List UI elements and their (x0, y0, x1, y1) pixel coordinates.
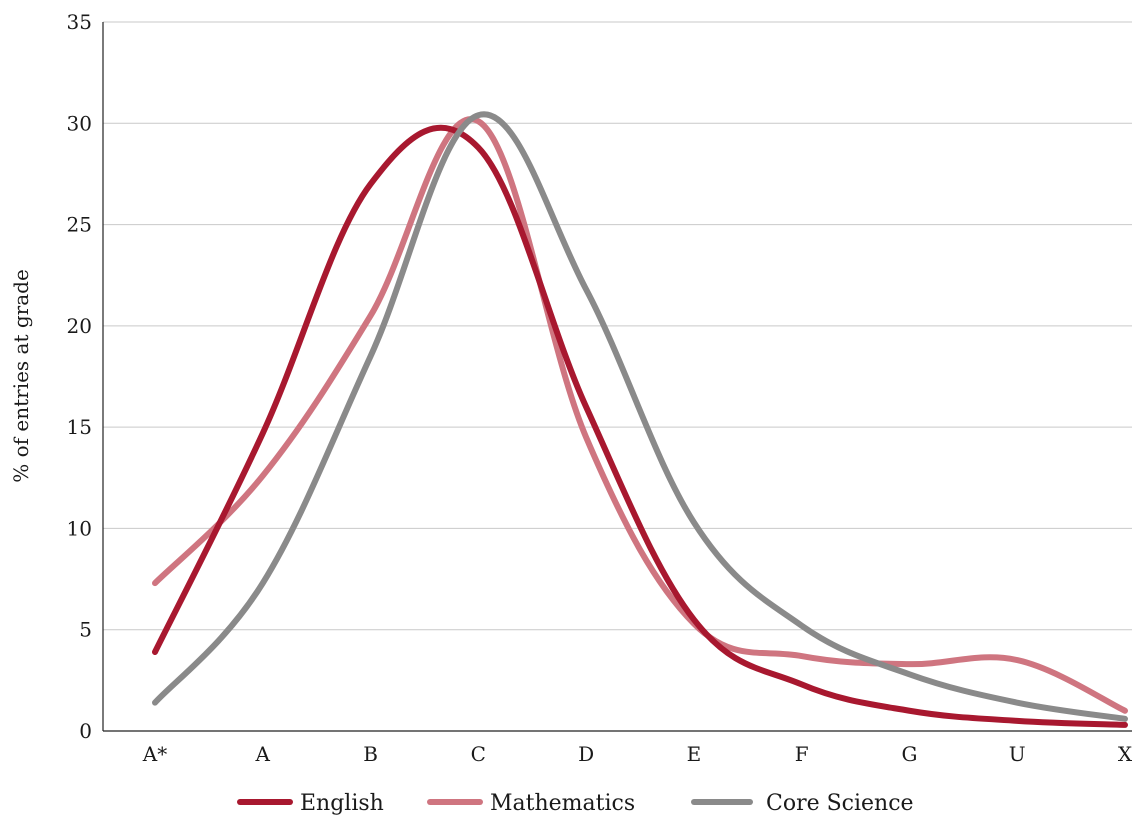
x-tick-label: A (255, 742, 271, 766)
x-tick-label: U (1009, 742, 1026, 766)
y-tick-labels: 0 5 10 15 20 25 30 35 (67, 10, 92, 743)
y-tick-label: 5 (79, 618, 92, 642)
legend-label-mathematics: Mathematics (490, 791, 635, 816)
legend-label-english: English (300, 791, 384, 816)
x-tick-label: F (795, 742, 809, 766)
x-tick-label: C (471, 742, 486, 766)
series-line-english (152, 124, 1128, 728)
legend: English Mathematics Core Science (237, 791, 914, 816)
x-tick-label: E (687, 742, 702, 766)
x-tick-label: B (363, 742, 378, 766)
x-tick-label: A* (142, 742, 167, 766)
x-tick-label: X (1118, 742, 1132, 766)
y-tick-label: 35 (67, 10, 92, 34)
y-tick-label: 15 (67, 415, 92, 439)
x-tick-label: D (578, 742, 594, 766)
y-tick-label: 30 (67, 111, 92, 135)
series-lines (152, 111, 1128, 728)
y-tick-label: 0 (79, 719, 92, 743)
axes (102, 22, 1132, 732)
x-tick-label: G (901, 742, 917, 766)
y-tick-label: 20 (67, 314, 92, 338)
series-line-core-science (152, 111, 1128, 722)
y-tick-label: 10 (67, 516, 92, 540)
series-line-mathematics (152, 116, 1128, 714)
y-tick-label: 25 (67, 213, 92, 237)
gridlines (103, 21, 1132, 631)
y-axis-title: % of entries at grade (9, 269, 33, 483)
legend-label-core-science: Core Science (766, 791, 914, 816)
x-tick-labels: A* A B C D E F G U X (142, 742, 1132, 766)
